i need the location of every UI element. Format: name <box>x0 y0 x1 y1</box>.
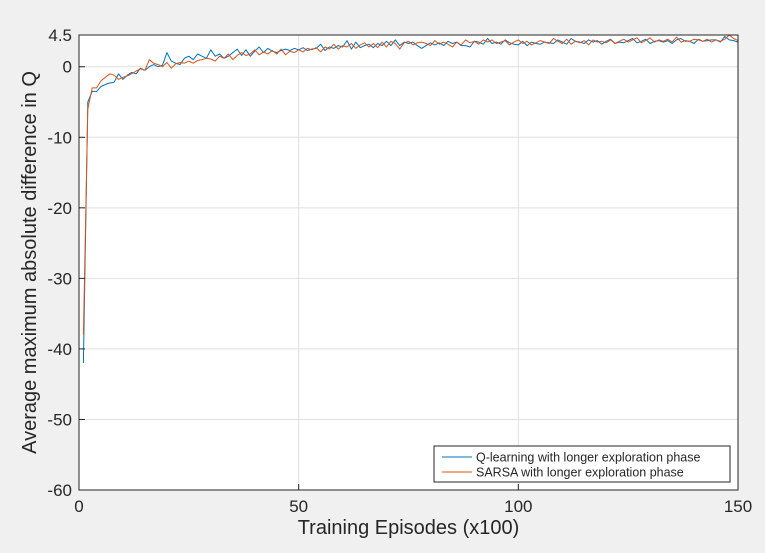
axes-box <box>78 34 739 491</box>
x-tick-label: 50 <box>289 497 308 516</box>
x-tick-label: 0 <box>74 497 83 516</box>
x-tick-label: 100 <box>504 497 532 516</box>
tick-labels: 0 50 100 150 -60 -50 -40 -30 -20 -10 0 4.5 <box>47 26 752 516</box>
y-tick-label: -50 <box>47 410 72 429</box>
y-tick-label: -40 <box>47 340 72 359</box>
y-tick-label: -10 <box>47 128 72 147</box>
legend-entry-label: Q-learning with longer exploration phase <box>476 451 700 465</box>
legend: Q-learning with longer exploration phase… <box>433 445 731 483</box>
legend-box <box>433 445 731 483</box>
y-tick-label: -60 <box>47 481 72 500</box>
grid-lines <box>78 34 739 491</box>
legend-entry-label: SARSA with longer exploration phase <box>476 466 684 480</box>
x-tick-label: 150 <box>724 497 752 516</box>
series-layer <box>82 34 739 364</box>
y-tick-label: -20 <box>47 199 72 218</box>
series-line-2 <box>82 34 739 335</box>
y-tick-label: 0 <box>63 58 72 77</box>
y-tick-label: -30 <box>47 269 72 288</box>
x-axis-title: Training Episodes (x100) <box>298 517 520 539</box>
y-tick-label: 4.5 <box>48 26 72 45</box>
tick-marks <box>78 34 739 491</box>
y-axis-title: Average maximum absolute difference in Q <box>19 71 41 454</box>
plot-area <box>79 35 738 490</box>
